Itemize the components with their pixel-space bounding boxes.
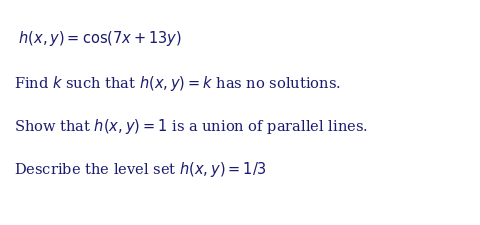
Text: Show that $h(x, y) = 1$ is a union of parallel lines.: Show that $h(x, y) = 1$ is a union of pa… <box>14 117 368 135</box>
Text: $h(x, y) = \cos(7x + 13y)$: $h(x, y) = \cos(7x + 13y)$ <box>14 29 182 48</box>
Text: Find $k$ such that $h(x, y) = k$ has no solutions.: Find $k$ such that $h(x, y) = k$ has no … <box>14 74 340 93</box>
Text: Describe the level set $h(x, y) = 1/3$: Describe the level set $h(x, y) = 1/3$ <box>14 159 267 178</box>
